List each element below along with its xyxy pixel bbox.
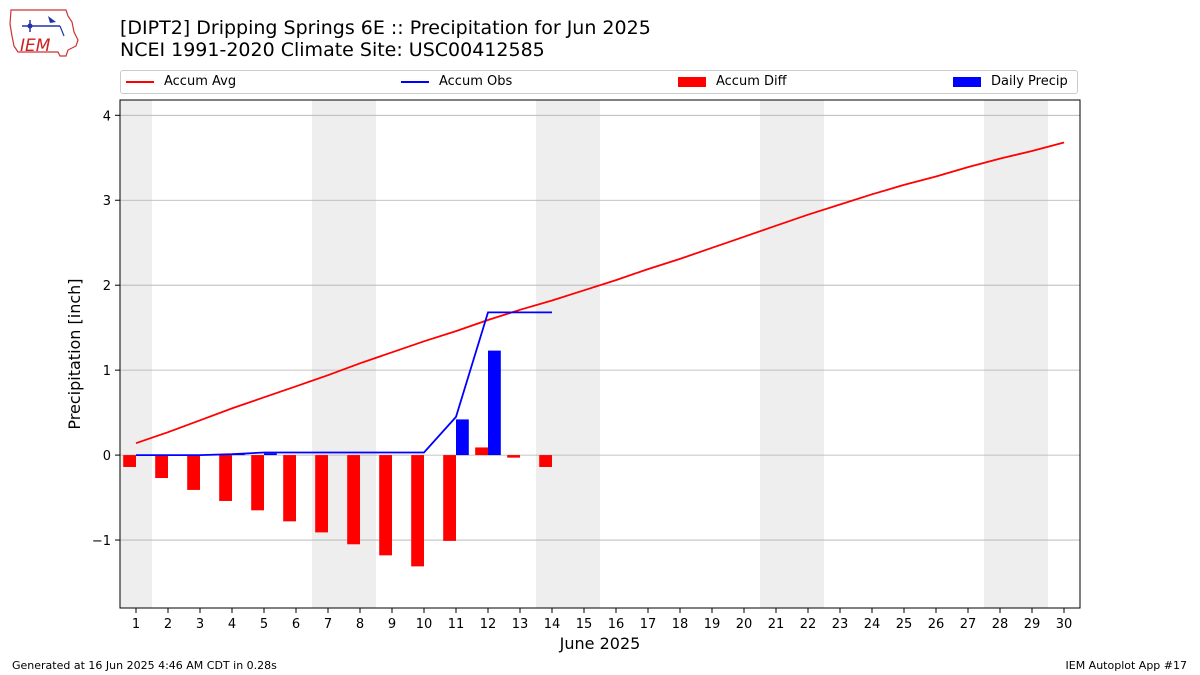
diff-bar-day-11	[443, 455, 456, 541]
y-tick-label--1: −1	[92, 534, 111, 549]
x-tick-label-21: 21	[768, 617, 785, 632]
chart-title: [DIPT2] Dripping Springs 6E :: Precipita…	[120, 17, 651, 39]
precip-bar-day-11	[456, 419, 469, 456]
diff-bar-day-14	[539, 455, 552, 467]
footer-app: IEM Autoplot App #17	[1065, 659, 1188, 672]
x-tick-label-6: 6	[292, 617, 300, 632]
x-tick-label-18: 18	[672, 617, 689, 632]
x-tick-label-14: 14	[544, 617, 561, 632]
accum-avg-line	[135, 141, 1065, 445]
x-tick-label-28: 28	[992, 617, 1009, 632]
x-tick-label-29: 29	[1024, 617, 1041, 632]
weekend-shade-3	[760, 100, 824, 608]
weekend-shade-0	[120, 100, 152, 608]
x-tick-label-24: 24	[864, 617, 881, 632]
x-tick-label-8: 8	[356, 617, 364, 632]
x-tick-label-13: 13	[512, 617, 529, 632]
diff-bar-day-12	[475, 447, 488, 456]
x-tick-label-12: 12	[480, 617, 497, 632]
diff-bar-day-7	[315, 455, 328, 533]
legend-label-accum-avg: Accum Avg	[164, 74, 237, 89]
x-tick-label-11: 11	[448, 617, 465, 632]
x-tick-label-30: 30	[1056, 617, 1073, 632]
x-tick-label-19: 19	[704, 617, 721, 632]
x-tick-label-22: 22	[800, 617, 817, 632]
y-tick-label-3: 3	[103, 194, 111, 209]
legend-swatch-precip	[953, 76, 981, 87]
diff-bar-day-6	[283, 455, 296, 522]
x-tick-label-17: 17	[640, 617, 657, 632]
legend-label-accum-diff: Accum Diff	[716, 74, 787, 89]
legend-label-accum-obs: Accum Obs	[439, 74, 513, 89]
footer-generated: Generated at 16 Jun 2025 4:46 AM CDT in …	[12, 659, 277, 672]
x-tick-label-5: 5	[260, 617, 268, 632]
x-tick-label-1: 1	[132, 617, 140, 632]
x-tick-label-16: 16	[608, 617, 625, 632]
y-tick-label-1: 1	[103, 364, 111, 379]
precip-bar-day-5	[264, 453, 277, 456]
weekend-shade-2	[536, 100, 600, 608]
x-tick-label-20: 20	[736, 617, 753, 632]
legend-label-daily-precip: Daily Precip	[991, 74, 1068, 89]
x-tick-label-27: 27	[960, 617, 977, 632]
legend-swatch-avg	[126, 80, 154, 83]
legend-swatch-obs	[401, 80, 429, 83]
x-tick-label-23: 23	[832, 617, 849, 632]
x-tick-label-4: 4	[228, 617, 236, 632]
x-tick-label-7: 7	[324, 617, 332, 632]
chart-subtitle: NCEI 1991-2020 Climate Site: USC00412585	[120, 39, 545, 61]
legend-item-accum-obs: Accum Obs	[401, 74, 512, 89]
iem-logo: IEM	[9, 9, 79, 57]
plot-frame	[119, 99, 1081, 609]
x-tick-label-10: 10	[416, 617, 433, 632]
diff-bar-day-9	[379, 455, 392, 556]
y-tick-label-0: 0	[103, 449, 111, 464]
x-tick-label-25: 25	[896, 617, 913, 632]
diff-bar-day-5	[251, 455, 264, 511]
diff-bar-day-4	[219, 455, 232, 501]
x-axis-label: June 2025	[559, 634, 641, 653]
legend-swatch-diff	[678, 76, 706, 87]
legend-item-accum-diff: Accum Diff	[678, 74, 787, 89]
y-tick-label-2: 2	[103, 279, 111, 294]
diff-bar-day-2	[155, 455, 168, 479]
diff-bar-day-3	[187, 455, 200, 490]
x-tick-label-9: 9	[388, 617, 396, 632]
diff-bar-day-1	[123, 455, 136, 467]
y-tick-label-4: 4	[103, 109, 111, 124]
diff-bar-day-8	[347, 455, 360, 545]
diff-bar-day-13	[507, 455, 520, 458]
x-tick-label-26: 26	[928, 617, 945, 632]
legend: Accum Avg Accum Obs Accum Diff Daily Pre…	[120, 70, 1078, 94]
x-tick-label-3: 3	[196, 617, 204, 632]
logo-text: IEM	[20, 36, 51, 56]
diff-bar-day-10	[411, 455, 424, 567]
x-tick-label-15: 15	[576, 617, 593, 632]
accum-obs-line	[136, 311, 552, 457]
precip-bar-day-12	[488, 350, 501, 456]
x-tick-label-2: 2	[164, 617, 172, 632]
legend-item-daily-precip: Daily Precip	[953, 74, 1068, 89]
weekend-shade-4	[984, 100, 1048, 608]
y-axis-label: Precipitation [inch]	[65, 278, 84, 429]
legend-item-accum-avg: Accum Avg	[126, 74, 236, 89]
